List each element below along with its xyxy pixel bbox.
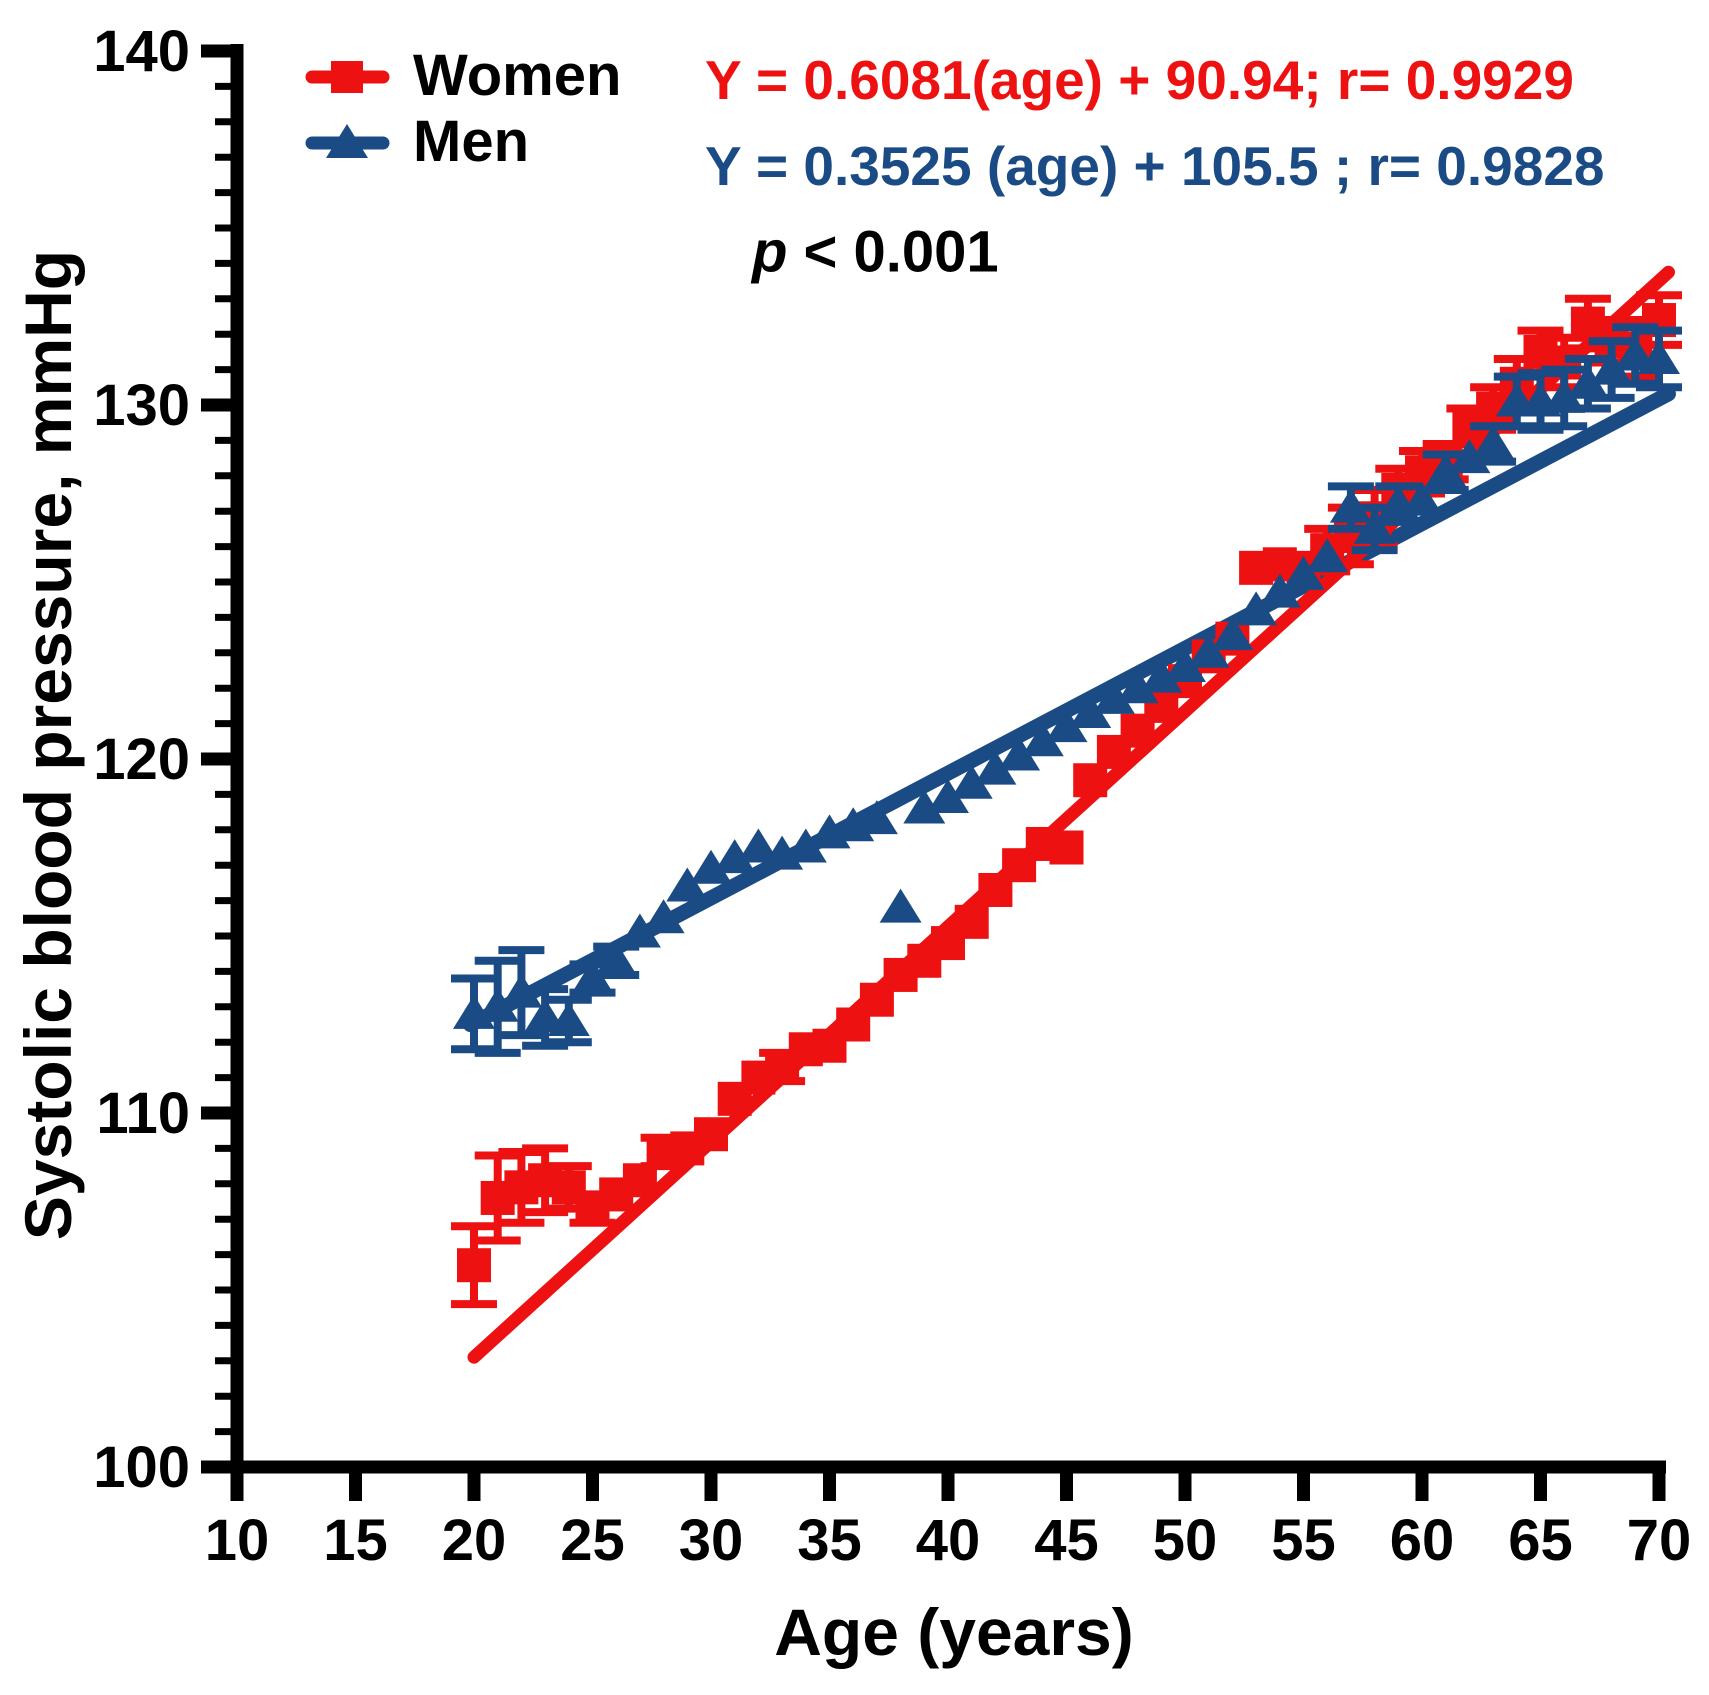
x-tick-label: 50 [1153, 1508, 1218, 1573]
legend-women-square-icon [331, 61, 363, 93]
y-tick-label: 140 [93, 19, 190, 84]
men-point [1282, 555, 1325, 590]
women-point [694, 1117, 728, 1152]
men-point [950, 764, 993, 799]
men-point [1566, 364, 1609, 399]
men-point [1092, 679, 1135, 714]
women-point [457, 1248, 491, 1283]
men-point [571, 959, 614, 994]
women-point [954, 904, 989, 939]
men-point [1590, 350, 1633, 385]
men-point [690, 849, 732, 884]
men-point [500, 973, 543, 1008]
legend-label-men: Men [413, 109, 529, 175]
legend-label-women: Women [413, 43, 622, 109]
men-point [1045, 708, 1088, 743]
y-tick-label: 100 [93, 1435, 190, 1500]
men-point [737, 828, 780, 863]
men-point [476, 987, 519, 1022]
men-point [1235, 591, 1278, 626]
men-point [1329, 488, 1372, 523]
men-series [451, 323, 1682, 1057]
men-point [855, 800, 898, 835]
x-tick-label: 10 [205, 1508, 270, 1573]
y-axis-title: Systolic blood pressure, mmHg [11, 249, 85, 1241]
y-tick-label: 110 [96, 1081, 190, 1146]
men-point [784, 828, 827, 863]
men-point [595, 941, 638, 976]
men-point [927, 778, 969, 813]
men-point [1164, 647, 1206, 682]
women-regression-equation: Y = 0.6081(age) + 90.94; r= 0.9929 [705, 49, 1574, 111]
x-tick-label: 35 [797, 1508, 862, 1573]
x-tick-label: 60 [1390, 1508, 1455, 1573]
p-symbol: p [752, 219, 788, 285]
y-tick-label: 120 [93, 727, 190, 792]
men-point [974, 750, 1017, 785]
men-point [1211, 616, 1254, 651]
x-tick-label: 40 [916, 1508, 981, 1573]
x-tick-label: 55 [1271, 1508, 1336, 1573]
women-point [1049, 830, 1084, 865]
x-tick-label: 20 [442, 1508, 507, 1573]
men-point [547, 1001, 590, 1036]
axes: 100 110 120 130 140 10 15 20 25 30 35 40 45 50 55 60 65 7… [93, 19, 1691, 1573]
p-rest: < 0.001 [787, 219, 999, 285]
legend [305, 61, 390, 158]
men-point [713, 839, 756, 874]
x-tick-label: 25 [560, 1508, 625, 1573]
x-tick-label: 30 [679, 1508, 744, 1573]
legend-men-triangle-icon [326, 124, 368, 158]
y-tick-label: 130 [93, 373, 190, 438]
men-point [666, 867, 709, 902]
men-point [903, 789, 946, 824]
men-point [1353, 509, 1396, 544]
men-point [1116, 669, 1159, 704]
men-point [1424, 453, 1467, 488]
men-point [1472, 424, 1515, 459]
x-tick-label: 15 [323, 1508, 388, 1573]
x-axis-title: Age (years) [774, 1595, 1134, 1669]
men-point [1543, 378, 1586, 413]
men-point [1187, 633, 1230, 668]
men-point [1258, 573, 1301, 608]
men-point [1306, 538, 1349, 573]
men-point [1021, 722, 1064, 757]
x-tick-label: 65 [1508, 1508, 1573, 1573]
x-tick-label: 70 [1627, 1508, 1692, 1573]
men-point [618, 913, 661, 948]
x-tick-label: 45 [1034, 1508, 1099, 1573]
men-point [879, 888, 922, 923]
men-regression-equation: Y = 0.3525 (age) + 105.5 ; r= 0.9828 [705, 135, 1605, 197]
p-value: p < 0.001 [752, 219, 999, 286]
men-point [1069, 693, 1112, 728]
men-point [1638, 339, 1680, 374]
men-point [642, 899, 685, 934]
men-point [998, 736, 1041, 771]
men-point [1140, 658, 1183, 693]
men-point [1401, 481, 1443, 516]
